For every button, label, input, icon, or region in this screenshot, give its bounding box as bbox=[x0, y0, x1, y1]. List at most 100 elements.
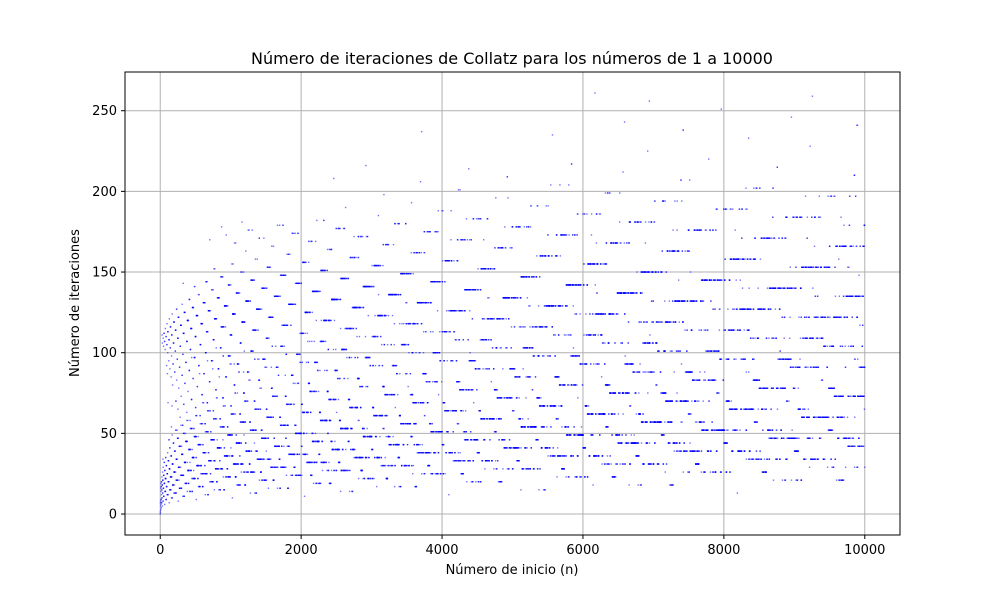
data-point bbox=[266, 416, 268, 418]
data-point bbox=[415, 402, 418, 404]
data-point bbox=[185, 361, 187, 364]
data-point bbox=[307, 311, 309, 314]
data-point bbox=[266, 337, 269, 339]
data-point bbox=[170, 489, 172, 491]
data-point bbox=[293, 403, 295, 406]
data-point bbox=[398, 222, 400, 225]
data-point bbox=[296, 432, 298, 435]
data-point bbox=[202, 452, 205, 454]
data-point bbox=[398, 443, 400, 446]
data-point bbox=[335, 448, 337, 451]
data-point bbox=[493, 368, 495, 370]
data-point bbox=[171, 497, 173, 499]
data-point bbox=[411, 435, 413, 438]
data-point bbox=[407, 422, 409, 425]
data-point bbox=[256, 358, 259, 360]
data-point bbox=[311, 461, 314, 464]
data-point bbox=[312, 390, 315, 393]
data-point bbox=[287, 487, 290, 489]
data-point bbox=[229, 434, 232, 436]
data-point bbox=[230, 284, 232, 286]
data-point bbox=[419, 301, 421, 304]
data-point bbox=[353, 448, 355, 451]
data-point bbox=[482, 268, 484, 270]
data-point bbox=[315, 240, 317, 243]
data-point bbox=[305, 261, 307, 264]
data-point bbox=[335, 298, 337, 301]
data-point bbox=[313, 340, 315, 343]
data-point bbox=[281, 345, 284, 347]
data-point bbox=[253, 471, 256, 473]
data-point bbox=[187, 319, 190, 322]
data-point bbox=[287, 424, 289, 426]
data-point bbox=[403, 322, 405, 325]
data-point bbox=[470, 481, 473, 483]
data-point bbox=[421, 473, 423, 475]
data-point bbox=[461, 460, 464, 462]
data-point bbox=[473, 360, 476, 362]
data-point bbox=[292, 303, 294, 306]
data-point bbox=[343, 377, 345, 380]
data-point bbox=[386, 477, 389, 480]
data-point bbox=[280, 424, 282, 426]
data-point bbox=[203, 473, 205, 475]
data-point bbox=[284, 274, 287, 276]
data-point bbox=[297, 353, 299, 356]
data-point bbox=[436, 310, 439, 312]
data-point bbox=[441, 260, 444, 262]
data-point bbox=[441, 431, 443, 433]
data-point bbox=[466, 389, 468, 391]
data-point bbox=[219, 447, 221, 449]
data-point bbox=[464, 310, 467, 312]
data-point bbox=[374, 364, 377, 367]
data-point bbox=[483, 318, 486, 320]
data-point bbox=[323, 219, 325, 222]
data-point bbox=[323, 461, 326, 464]
data-point bbox=[330, 469, 333, 472]
data-point bbox=[171, 313, 173, 315]
data-point bbox=[219, 460, 221, 462]
data-point bbox=[423, 402, 425, 404]
data-point bbox=[338, 461, 341, 464]
data-point bbox=[298, 453, 301, 456]
data-point bbox=[420, 322, 423, 325]
data-point bbox=[471, 439, 473, 441]
data-point bbox=[490, 339, 492, 341]
data-point bbox=[338, 298, 340, 301]
data-point bbox=[457, 260, 459, 262]
data-point bbox=[405, 222, 407, 225]
data-point bbox=[333, 469, 336, 472]
data-point bbox=[233, 413, 235, 415]
data-point bbox=[404, 422, 407, 425]
data-point bbox=[222, 397, 224, 399]
data-point bbox=[258, 237, 261, 239]
data-point bbox=[423, 301, 425, 304]
data-point bbox=[240, 471, 243, 473]
data-point bbox=[507, 197, 509, 199]
data-point bbox=[392, 293, 394, 296]
data-point bbox=[321, 469, 324, 472]
data-point bbox=[246, 400, 248, 402]
data-point bbox=[488, 368, 491, 370]
data-point bbox=[429, 381, 431, 383]
data-point bbox=[202, 443, 204, 446]
data-point bbox=[276, 366, 278, 368]
data-point bbox=[268, 416, 270, 418]
data-point bbox=[489, 418, 492, 420]
data-point bbox=[282, 466, 285, 468]
data-point bbox=[383, 464, 386, 467]
data-point bbox=[166, 372, 169, 375]
data-point bbox=[417, 443, 420, 446]
data-point bbox=[254, 492, 256, 494]
data-point bbox=[463, 431, 466, 433]
data-point bbox=[279, 295, 282, 297]
data-point bbox=[410, 272, 412, 275]
data-point bbox=[189, 490, 191, 493]
data-point bbox=[278, 224, 281, 226]
data-point bbox=[333, 319, 336, 322]
data-point bbox=[257, 458, 260, 460]
data-point bbox=[258, 408, 260, 410]
data-point bbox=[246, 471, 249, 473]
data-point bbox=[367, 314, 369, 317]
data-point bbox=[326, 469, 328, 472]
